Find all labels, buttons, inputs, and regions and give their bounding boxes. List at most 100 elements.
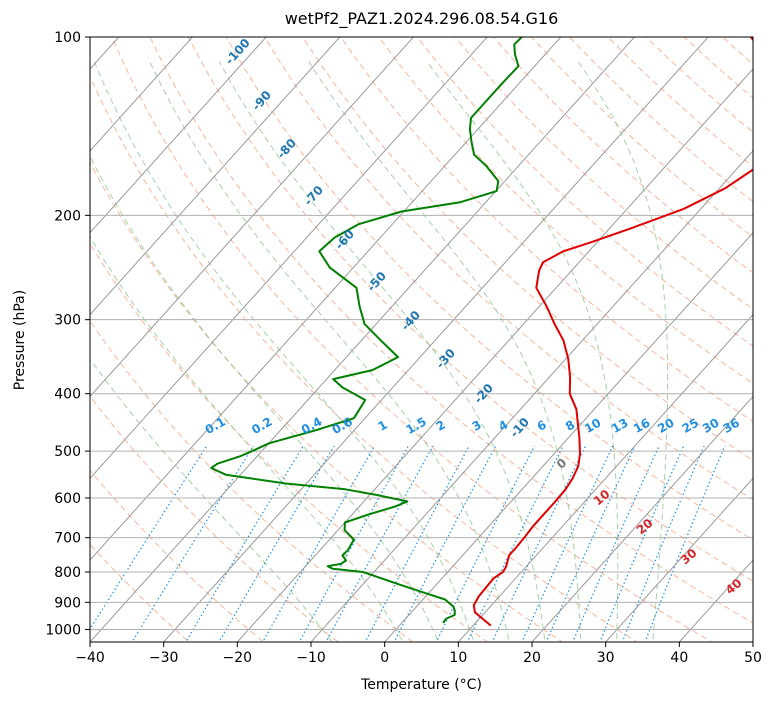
- isotherm-line: [90, 37, 120, 70]
- mixing-ratio-line: [90, 445, 208, 631]
- dry-adiabat-line: [187, 37, 753, 582]
- dry-adiabat-line: [90, 543, 190, 642]
- dry-adiabat-label: -60: [332, 227, 357, 252]
- mixing-ratio-line: [435, 445, 536, 642]
- moist-adiabat-line: [149, 61, 510, 642]
- mixing-ratio-label: 0.2: [249, 414, 274, 437]
- mixing-ratio-label: 3: [470, 418, 484, 434]
- dry-adiabat-label: -30: [433, 346, 458, 371]
- mixing-ratio-label: 16: [631, 416, 652, 436]
- mixing-ratio-label: 20: [655, 416, 676, 436]
- dry-adiabat-line: [569, 37, 753, 203]
- isotherm-line: [90, 37, 415, 398]
- mixing-ratio-label: 25: [680, 416, 701, 436]
- mixing-ratio-label: 36: [721, 416, 742, 436]
- mixing-ratio-line: [545, 445, 636, 642]
- dry-adiabat-label: -90: [249, 88, 274, 113]
- dry-adiabat-line: [454, 37, 753, 310]
- moist-adiabat-line: [426, 61, 619, 642]
- mixing-ratio-line: [521, 445, 614, 642]
- mixing-ratio-line: [621, 445, 705, 642]
- dry-adiabat-label: -70: [301, 183, 326, 208]
- y-tick-label: 1000: [45, 622, 81, 638]
- x-tick-label: −30: [149, 650, 179, 666]
- y-tick-label: 300: [54, 313, 81, 329]
- moist-adiabat-line: [218, 61, 546, 642]
- isotherm-line: [90, 37, 341, 316]
- y-tick-label: 500: [54, 444, 81, 460]
- y-tick-label: 100: [54, 30, 81, 46]
- dry-adiabat-line: [149, 37, 753, 624]
- isotherm-line: [90, 37, 488, 480]
- x-tick-label: −40: [75, 650, 105, 666]
- isotherm-line: [0, 10, 70, 654]
- dry-adiabat-line: [302, 37, 753, 461]
- isotherm-line: [604, 477, 753, 642]
- x-tick-label: 0: [380, 650, 389, 666]
- x-tick-label: 10: [449, 650, 467, 666]
- moist-adiabat-label: 20: [634, 516, 656, 537]
- isotherm-line: [383, 231, 753, 642]
- isotherm-line: [752, 641, 753, 642]
- x-tick-label: 20: [523, 650, 541, 666]
- dry-adiabat-line: [90, 161, 564, 642]
- dry-adiabat-line: [530, 37, 753, 238]
- isotherm-line: [310, 150, 753, 642]
- pressure-gridlines: [90, 37, 753, 630]
- dry-adiabat-line: [767, 10, 775, 654]
- mixing-ratio-line: [466, 445, 564, 642]
- dry-adiabat-line: [90, 75, 638, 642]
- chart-title: wetPf2_PAZ1.2024.296.08.54.G16: [284, 9, 559, 28]
- dry-adiabat-line: [416, 37, 753, 347]
- dry-adiabat-label: -10: [507, 415, 532, 440]
- dry-adiabat-label: -40: [398, 308, 423, 333]
- mixing-ratio-line: [298, 445, 409, 642]
- y-tick-label: 600: [54, 491, 81, 507]
- dry-adiabat-line: [683, 37, 753, 99]
- mixing-ratio-line: [131, 445, 255, 642]
- isotherm-line: [90, 37, 562, 561]
- dry-adiabat-label: -100: [222, 36, 252, 68]
- mixing-ratio-label: 1: [376, 418, 390, 434]
- dry-adiabat-line: [111, 37, 713, 642]
- moist-adiabat-label: 30: [678, 546, 700, 567]
- x-axis-label: Temperature (°C): [361, 677, 482, 693]
- isotherm-line: [162, 37, 709, 642]
- isotherm-line: [90, 37, 636, 642]
- mixing-ratio-line: [644, 445, 726, 642]
- plot-frame: [89, 36, 754, 643]
- sounding-traces: [210, 37, 753, 627]
- x-tick-label: 40: [670, 650, 688, 666]
- dry-adiabat-line: [721, 37, 753, 65]
- isotherm-line: [236, 68, 753, 642]
- mixing-ratio-line: [572, 445, 660, 642]
- plot-background-lines: [0, 10, 775, 654]
- dry-adiabat-line: [378, 37, 753, 385]
- moist-adiabat-label: 10: [591, 487, 613, 508]
- mixing-ratio-line: [325, 445, 434, 642]
- y-tick-label: 900: [54, 595, 81, 611]
- y-tick-label: 400: [54, 387, 81, 403]
- x-tick-label: −20: [223, 650, 253, 666]
- y-tick-label: 200: [54, 208, 81, 224]
- dewpoint-trace: [210, 37, 523, 624]
- mixing-ratio-label: 2: [434, 418, 448, 434]
- moist-adiabat-line: [577, 61, 669, 642]
- temperature-trace: [472, 37, 753, 627]
- moist-adiabat-line: [90, 155, 440, 642]
- mixing-ratio-line: [364, 445, 470, 642]
- moist-adiabat-line: [93, 61, 475, 642]
- dry-adiabat-line: [340, 37, 753, 423]
- moist-adiabat-line: [308, 61, 582, 642]
- mixing-ratio-label: 6: [535, 418, 549, 434]
- x-tick-label: 50: [744, 650, 762, 666]
- isotherm-line: [90, 37, 267, 234]
- dry-adiabat-line: [90, 320, 414, 642]
- isotherm-line: [531, 395, 753, 642]
- x-tick-label: −10: [296, 650, 326, 666]
- isotherm-line: [457, 313, 753, 642]
- isotherm-line: [90, 37, 194, 152]
- dry-adiabat-line: [90, 395, 340, 642]
